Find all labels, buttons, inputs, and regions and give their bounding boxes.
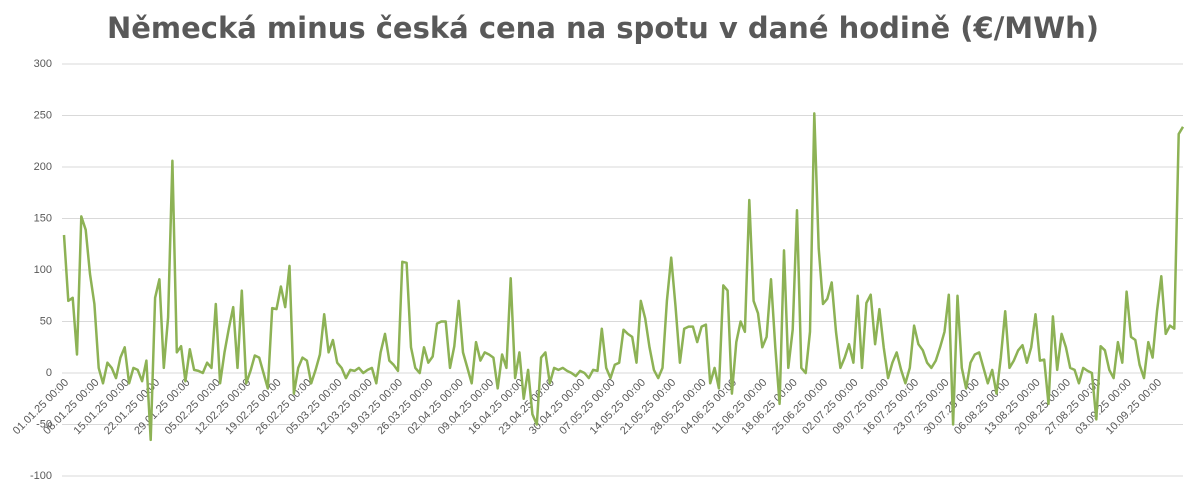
data-line: [62, 112, 1185, 442]
y-tick-label: -100: [30, 470, 52, 482]
x-tick-label: 10.09.25 00:00: [1104, 377, 1164, 437]
y-tick-label: -50: [36, 418, 52, 430]
y-tick-label: 100: [34, 264, 52, 276]
chart-title: Německá minus česká cena na spotu v dané…: [107, 11, 1099, 45]
y-tick-label: 0: [46, 367, 52, 379]
y-tick-label: 50: [40, 315, 52, 327]
y-tick-label: 150: [34, 212, 52, 224]
y-tick-label: 200: [34, 161, 52, 173]
y-tick-label: 250: [34, 109, 52, 121]
y-tick-label: 300: [34, 58, 52, 70]
